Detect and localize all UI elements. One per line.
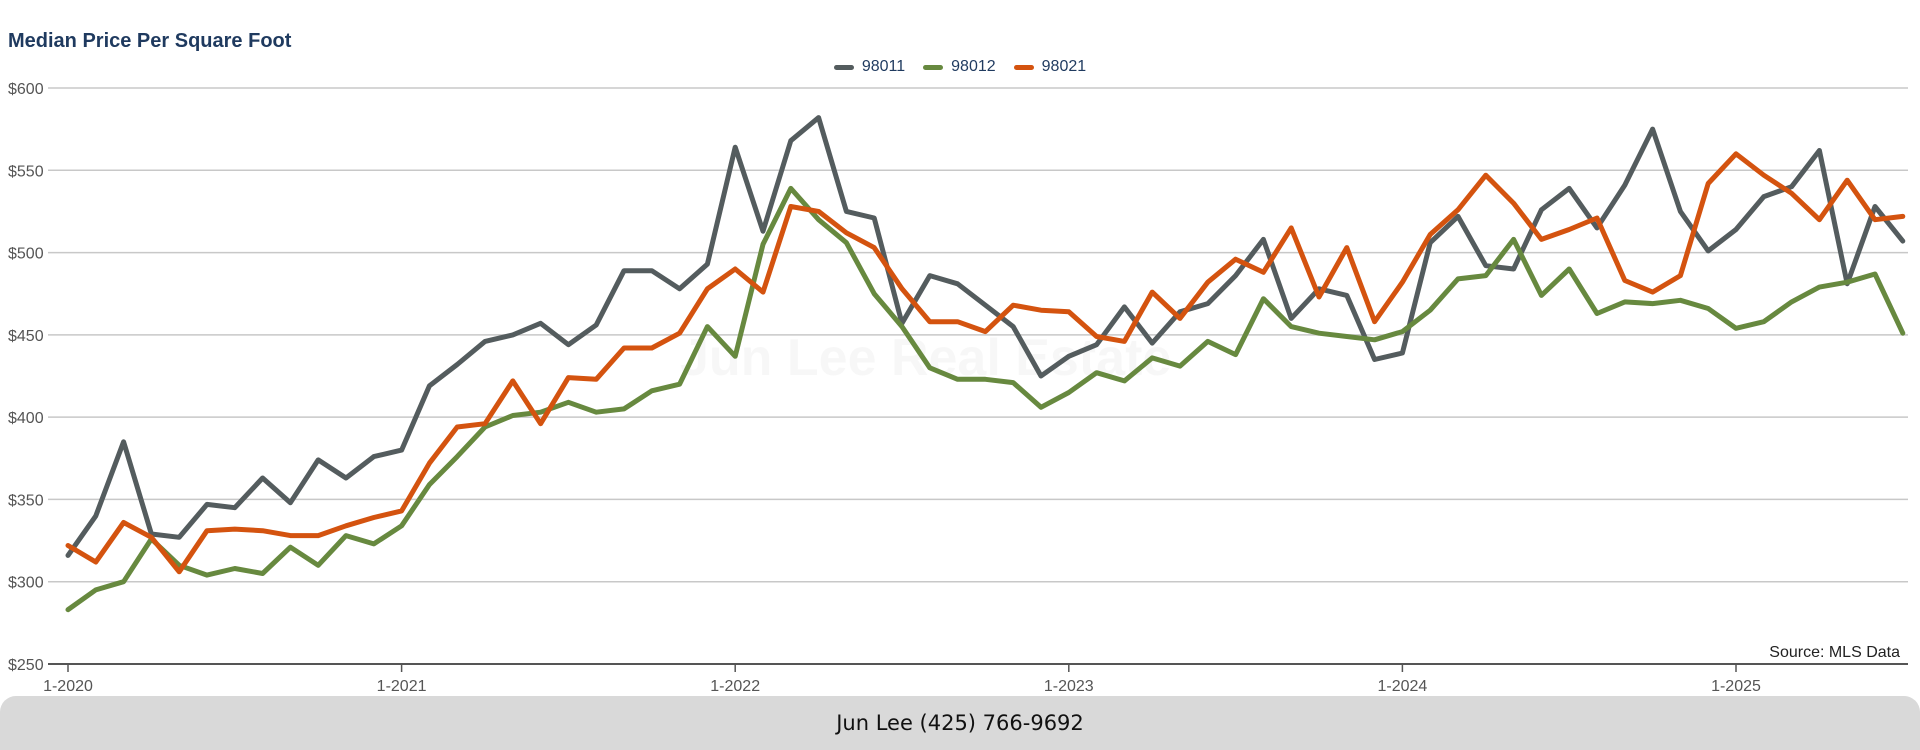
ytick-label-500: $500 [8,246,44,263]
legend-item-98021[interactable]: 98021 [1013,58,1087,76]
xtick-label-1-2021: 1-2021 [377,678,427,695]
xtick-label-1-2025: 1-2025 [1711,678,1761,695]
ytick-label-450: $450 [8,328,44,345]
legend-label-98011: 98011 [861,58,906,75]
legend-swatch-98011 [833,64,854,70]
series-line-98021 [65,151,1906,575]
series-line-98012 [65,185,1906,613]
xtick-label-1-2023: 1-2023 [1044,678,1094,695]
legend-item-98011[interactable]: 98011 [833,58,906,76]
line-chart: $250 $300 $350 $400 $450 $500 $550 $600 1-2020 1-… [8,81,1908,695]
source-note: Source: MLS Data [1769,644,1900,661]
legend-item-98012[interactable]: 98012 [923,58,996,76]
ytick-label-550: $550 [8,163,44,180]
axis-layer: $250 $300 $350 $400 $450 $500 $550 $600 1-2020 1-… [8,81,1761,695]
chart-title: Median Price Per Square Foot [8,30,292,52]
xtick-label-1-2024: 1-2024 [1377,678,1427,695]
legend: 98011 98012 98021 [0,58,1920,76]
footer-contact: Jun Lee (425) 766-9692 [836,711,1084,735]
legend-swatch-98021 [1013,64,1034,70]
xtick-label-1-2022: 1-2022 [710,678,760,695]
footer-bar: Jun Lee (425) 766-9692 [0,696,1920,750]
series-layer [65,115,1906,613]
grid-layer [48,87,1908,665]
legend-swatch-98012 [923,64,944,70]
xtick-label-1-2020: 1-2020 [43,678,93,695]
ytick-label-400: $400 [8,410,44,427]
ytick-label-600: $600 [8,81,44,98]
legend-label-98021: 98021 [1041,58,1087,75]
series-line-98011 [65,115,1906,558]
legend-label-98012: 98012 [951,58,996,75]
ytick-label-300: $300 [8,575,44,592]
ytick-label-350: $350 [8,492,44,509]
ytick-label-250: $250 [8,657,44,674]
